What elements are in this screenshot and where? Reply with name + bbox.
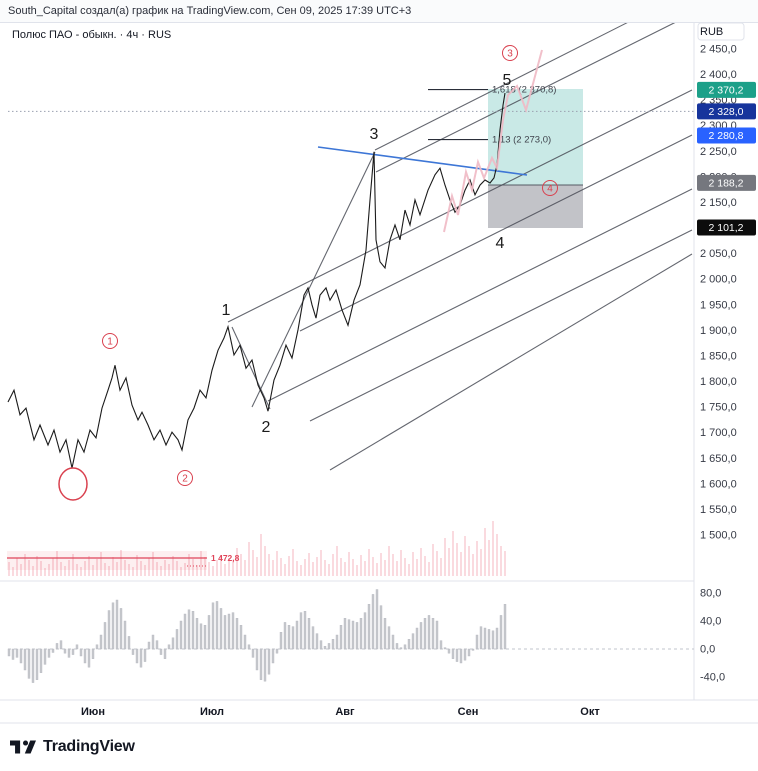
- projection-boxes[interactable]: [488, 89, 583, 228]
- price-badge: [697, 81, 756, 98]
- svg-text:2 188,2: 2 188,2: [708, 177, 743, 189]
- tradingview-logo[interactable]: TradingView: [10, 735, 135, 759]
- blue-trendline[interactable]: [317, 146, 528, 176]
- svg-text:1 500,0: 1 500,0: [700, 530, 737, 542]
- svg-text:3: 3: [370, 126, 379, 143]
- trend-channel-lines[interactable]: [227, 0, 693, 471]
- svg-text:80,0: 80,0: [700, 588, 721, 600]
- target-box-teal[interactable]: [488, 89, 583, 185]
- fib-levels[interactable]: 1,618 (2 370,8) 1,13 (2 273,0): [428, 85, 556, 146]
- copyright-bar: South_Capital создал(а) график на Tradin…: [0, 0, 758, 23]
- time-axis[interactable]: Июн Июл Авг Сен Окт: [81, 706, 600, 718]
- svg-text:2 000,0: 2 000,0: [700, 274, 737, 286]
- svg-text:2 101,2: 2 101,2: [708, 222, 743, 234]
- wave-labels[interactable]: 1 2 3 4 5: [222, 72, 512, 436]
- svg-text:-40,0: -40,0: [700, 672, 725, 684]
- trendline[interactable]: [309, 229, 693, 422]
- svg-text:2 328,0: 2 328,0: [708, 106, 743, 118]
- price-badge: [697, 127, 756, 144]
- svg-text:1 600,0: 1 600,0: [700, 478, 737, 490]
- symbol-title: Полюс ПАО - обыкн. · 4ч · RUS: [12, 29, 172, 41]
- trendline[interactable]: [267, 188, 693, 402]
- svg-text:2 280,8: 2 280,8: [708, 130, 743, 142]
- svg-text:1 550,0: 1 550,0: [700, 504, 737, 516]
- svg-text:1 750,0: 1 750,0: [700, 402, 737, 414]
- circled-wave-labels[interactable]: 1 2 3 4: [102, 45, 558, 486]
- trendline[interactable]: [375, 13, 693, 173]
- oscillator-histogram: [7, 589, 694, 683]
- price-badges: 2 370,2 2 328,0 2 280,8 2 188,2 2 101,2: [697, 81, 756, 236]
- price-badge: [697, 219, 756, 236]
- price-series: [7, 92, 506, 469]
- svg-text:0,0: 0,0: [700, 644, 715, 656]
- svg-text:1,13 (2 273,0): 1,13 (2 273,0): [492, 135, 551, 146]
- svg-text:2 150,0: 2 150,0: [700, 197, 737, 209]
- svg-text:2: 2: [182, 474, 188, 485]
- volume-profile-level[interactable]: 1 472,8: [7, 551, 240, 570]
- svg-text:1 800,0: 1 800,0: [700, 376, 737, 388]
- svg-text:Июн: Июн: [81, 706, 105, 718]
- svg-text:2 370,2: 2 370,2: [708, 84, 743, 96]
- projection-path[interactable]: [443, 49, 543, 233]
- tradingview-logo-icon: [10, 740, 36, 754]
- tradingview-logo-text: TradingView: [43, 738, 135, 755]
- svg-text:4: 4: [547, 184, 553, 195]
- svg-text:2: 2: [262, 419, 271, 436]
- svg-text:1 950,0: 1 950,0: [700, 299, 737, 311]
- price-badge: [697, 103, 756, 120]
- pane-separators: [0, 23, 758, 724]
- svg-text:1,618 (2 370,8): 1,618 (2 370,8): [492, 85, 556, 96]
- svg-text:Окт: Окт: [580, 706, 600, 718]
- svg-text:1 900,0: 1 900,0: [700, 325, 737, 337]
- svg-text:Июл: Июл: [200, 706, 224, 718]
- svg-text:RUB: RUB: [700, 26, 723, 38]
- currency-chip: [697, 22, 745, 41]
- svg-text:1 472,8: 1 472,8: [211, 553, 240, 563]
- highlight-circle[interactable]: [58, 467, 88, 501]
- svg-text:2 400,0: 2 400,0: [700, 69, 737, 81]
- stop-box-gray[interactable]: [488, 185, 583, 228]
- svg-text:40,0: 40,0: [700, 616, 721, 628]
- svg-text:2 450,0: 2 450,0: [700, 44, 737, 56]
- svg-text:3: 3: [507, 49, 513, 60]
- svg-text:1 850,0: 1 850,0: [700, 350, 737, 362]
- svg-text:2 050,0: 2 050,0: [700, 248, 737, 260]
- svg-text:2 250,0: 2 250,0: [700, 146, 737, 158]
- price-badge: [697, 174, 756, 191]
- trendline[interactable]: [231, 326, 271, 410]
- copyright-text: South_Capital создал(а) график на Tradin…: [8, 5, 412, 17]
- svg-text:4: 4: [496, 235, 505, 252]
- svg-text:5: 5: [503, 72, 512, 89]
- svg-text:1: 1: [107, 337, 113, 348]
- svg-text:1: 1: [222, 302, 231, 319]
- svg-text:1 650,0: 1 650,0: [700, 453, 737, 465]
- svg-text:1 700,0: 1 700,0: [700, 427, 737, 439]
- volume-bars: [8, 521, 506, 576]
- trendline[interactable]: [374, 0, 673, 151]
- svg-text:Сен: Сен: [458, 706, 479, 718]
- trendline[interactable]: [329, 253, 693, 471]
- trendline[interactable]: [299, 134, 693, 332]
- svg-text:Авг: Авг: [335, 706, 355, 718]
